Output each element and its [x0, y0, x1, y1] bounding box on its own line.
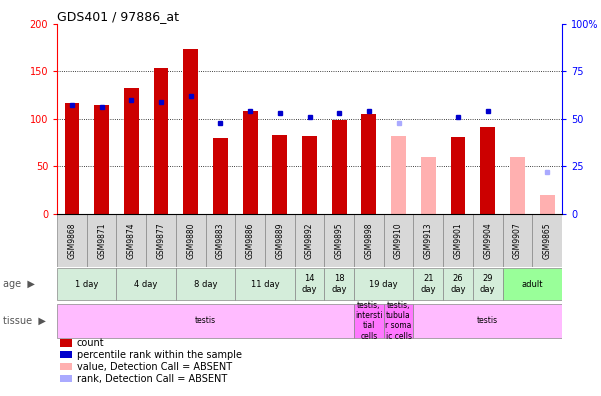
Text: 11 day: 11 day [251, 280, 279, 289]
Bar [510, 157, 525, 214]
FancyBboxPatch shape [473, 268, 502, 300]
FancyBboxPatch shape [354, 268, 413, 300]
Text: testis: testis [477, 316, 498, 325]
Text: GSM9895: GSM9895 [335, 222, 344, 259]
Text: GSM9907: GSM9907 [513, 222, 522, 259]
FancyBboxPatch shape [294, 268, 325, 300]
Text: GSM9880: GSM9880 [186, 222, 195, 259]
Text: 29
day: 29 day [480, 274, 495, 294]
FancyBboxPatch shape [443, 268, 473, 300]
Text: testis,
tubula
r soma
ic cells: testis, tubula r soma ic cells [385, 301, 412, 341]
Text: rank, Detection Call = ABSENT: rank, Detection Call = ABSENT [77, 373, 227, 384]
Text: GDS401 / 97886_at: GDS401 / 97886_at [57, 10, 179, 23]
Text: GSM9865: GSM9865 [543, 222, 552, 259]
Text: GSM9874: GSM9874 [127, 222, 136, 259]
Bar [480, 128, 495, 214]
FancyBboxPatch shape [146, 214, 176, 267]
Bar [421, 157, 436, 214]
FancyBboxPatch shape [532, 214, 562, 267]
Text: testis,
intersti
tial
cells: testis, intersti tial cells [355, 301, 383, 341]
FancyBboxPatch shape [294, 214, 325, 267]
FancyBboxPatch shape [57, 214, 87, 267]
Bar [154, 69, 168, 214]
FancyBboxPatch shape [413, 214, 443, 267]
Text: GSM9904: GSM9904 [483, 222, 492, 259]
Text: GSM9883: GSM9883 [216, 222, 225, 259]
FancyBboxPatch shape [265, 214, 294, 267]
FancyBboxPatch shape [87, 214, 117, 267]
Bar [213, 138, 228, 214]
Bar [540, 195, 555, 214]
FancyBboxPatch shape [325, 268, 354, 300]
Bar [124, 88, 139, 214]
Text: 21
day: 21 day [421, 274, 436, 294]
Bar [243, 111, 258, 214]
Text: tissue  ▶: tissue ▶ [3, 316, 46, 326]
FancyBboxPatch shape [117, 268, 176, 300]
Bar [451, 137, 465, 214]
Text: GSM9910: GSM9910 [394, 222, 403, 259]
Text: percentile rank within the sample: percentile rank within the sample [77, 350, 242, 360]
FancyBboxPatch shape [413, 304, 562, 338]
FancyBboxPatch shape [117, 214, 146, 267]
FancyBboxPatch shape [354, 214, 384, 267]
Bar [361, 114, 376, 214]
Text: GSM9886: GSM9886 [246, 222, 255, 259]
Bar [391, 136, 406, 214]
Bar [332, 120, 347, 214]
Text: 14
day: 14 day [302, 274, 317, 294]
Bar [64, 103, 79, 214]
FancyBboxPatch shape [384, 304, 413, 338]
FancyBboxPatch shape [502, 214, 532, 267]
FancyBboxPatch shape [443, 214, 473, 267]
Text: GSM9892: GSM9892 [305, 222, 314, 259]
Text: GSM9877: GSM9877 [156, 222, 165, 259]
Text: 1 day: 1 day [75, 280, 99, 289]
Bar [94, 105, 109, 214]
Text: 18
day: 18 day [332, 274, 347, 294]
FancyBboxPatch shape [206, 214, 235, 267]
Bar [272, 135, 287, 214]
FancyBboxPatch shape [413, 268, 443, 300]
Text: GSM9868: GSM9868 [67, 222, 76, 259]
FancyBboxPatch shape [176, 268, 235, 300]
FancyBboxPatch shape [57, 304, 354, 338]
Text: age  ▶: age ▶ [3, 279, 35, 289]
Text: count: count [77, 338, 105, 348]
Text: GSM9898: GSM9898 [364, 222, 373, 259]
Text: 26
day: 26 day [450, 274, 466, 294]
FancyBboxPatch shape [325, 214, 354, 267]
Text: value, Detection Call = ABSENT: value, Detection Call = ABSENT [77, 362, 232, 372]
FancyBboxPatch shape [473, 214, 502, 267]
Text: GSM9889: GSM9889 [275, 222, 284, 259]
Text: GSM9913: GSM9913 [424, 222, 433, 259]
Bar [183, 50, 198, 214]
Bar [302, 136, 317, 214]
FancyBboxPatch shape [384, 214, 413, 267]
Text: GSM9871: GSM9871 [97, 222, 106, 259]
FancyBboxPatch shape [57, 268, 117, 300]
FancyBboxPatch shape [502, 268, 562, 300]
FancyBboxPatch shape [235, 268, 294, 300]
FancyBboxPatch shape [176, 214, 206, 267]
FancyBboxPatch shape [235, 214, 265, 267]
Text: testis: testis [195, 316, 216, 325]
Text: 4 day: 4 day [135, 280, 158, 289]
FancyBboxPatch shape [354, 304, 384, 338]
Text: 19 day: 19 day [370, 280, 398, 289]
Text: adult: adult [522, 280, 543, 289]
Text: 8 day: 8 day [194, 280, 218, 289]
Text: GSM9901: GSM9901 [454, 222, 463, 259]
